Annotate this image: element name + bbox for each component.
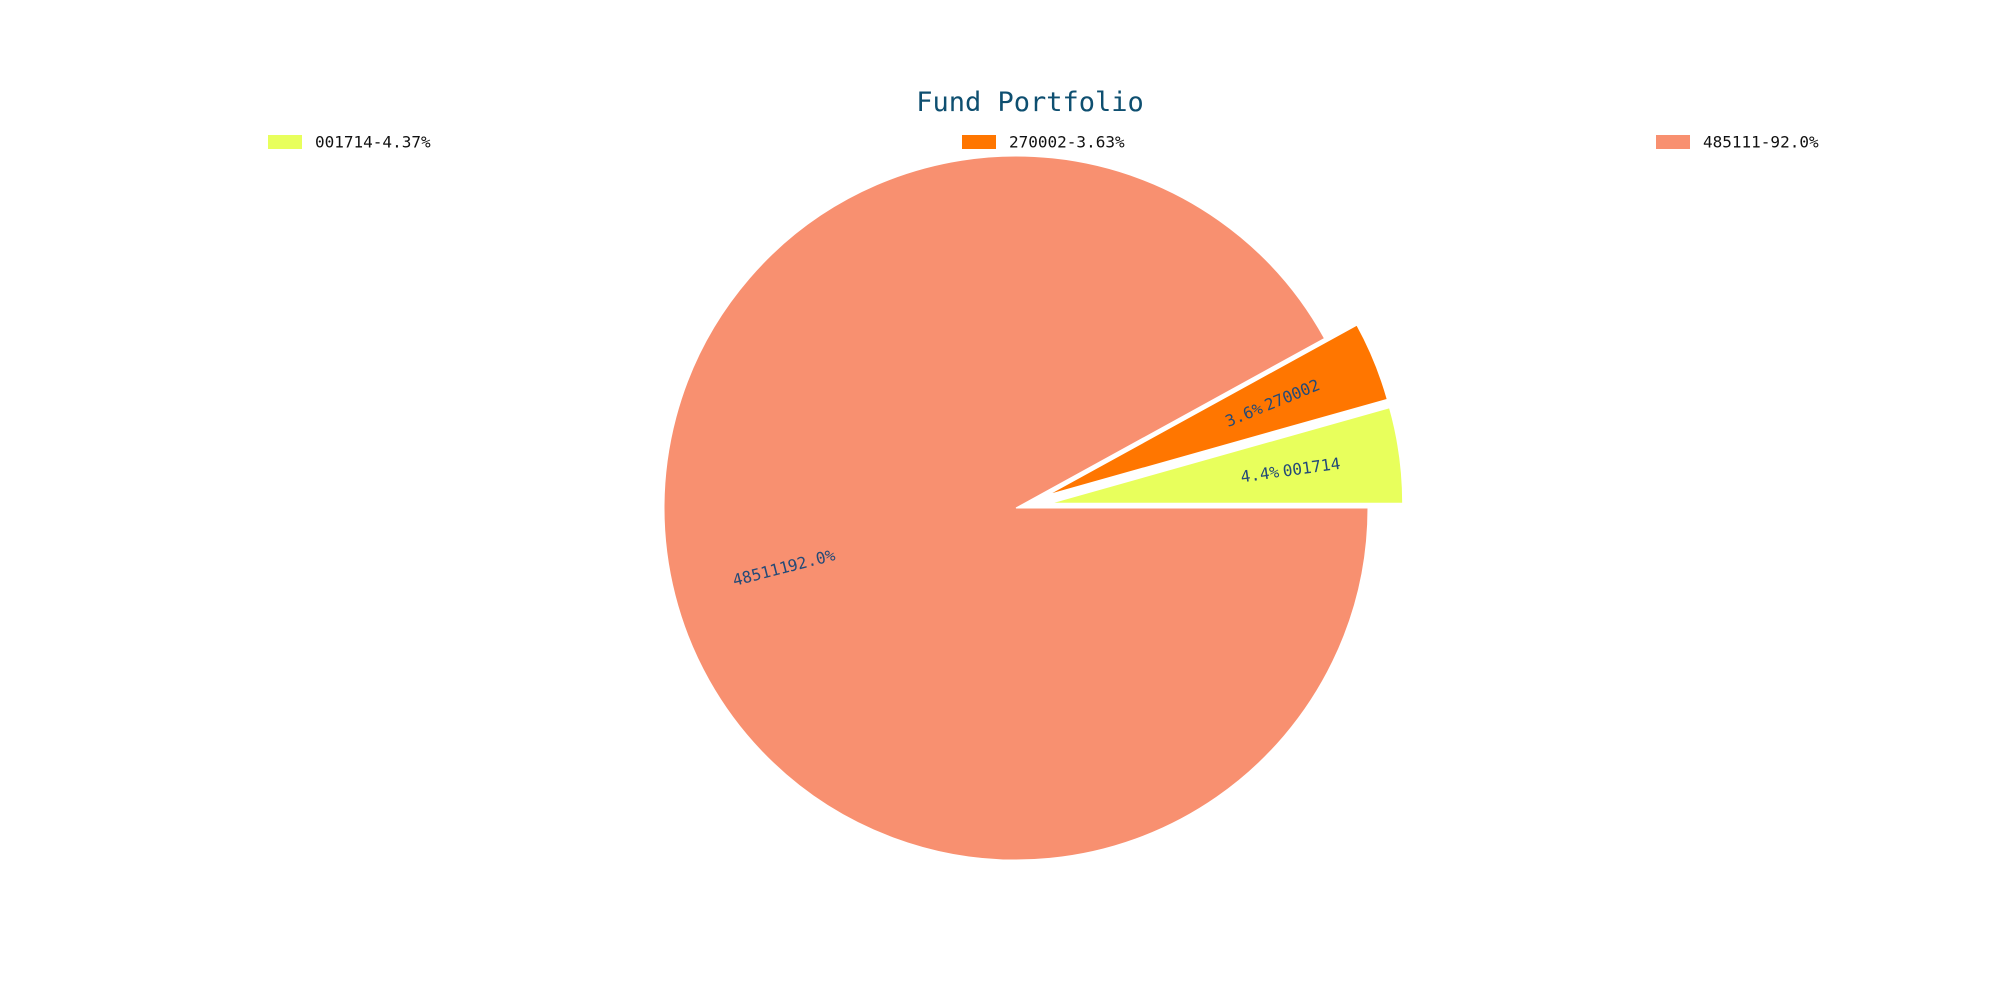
legend-swatch-270002 [962,135,996,149]
legend: 001714-4.37% 270002-3.63% 485111-92.0% [268,133,1819,152]
pie-slice-001714 [1050,407,1404,504]
legend-item-485111: 485111-92.0% [1656,133,1819,152]
legend-label-485111: 485111-92.0% [1703,133,1819,152]
legend-item-001714: 001714-4.37% [268,133,431,152]
legend-swatch-485111 [1656,135,1690,149]
pie-slice-270002 [1048,324,1388,496]
legend-label-001714: 001714-4.37% [315,133,431,152]
pie-slices [663,155,1404,861]
pie-slice-485111 [663,155,1369,861]
chart-title: Fund Portfolio [916,87,1144,118]
legend-label-270002: 270002-3.63% [1009,133,1125,152]
legend-item-270002: 270002-3.63% [962,133,1125,152]
legend-swatch-001714 [268,135,302,149]
